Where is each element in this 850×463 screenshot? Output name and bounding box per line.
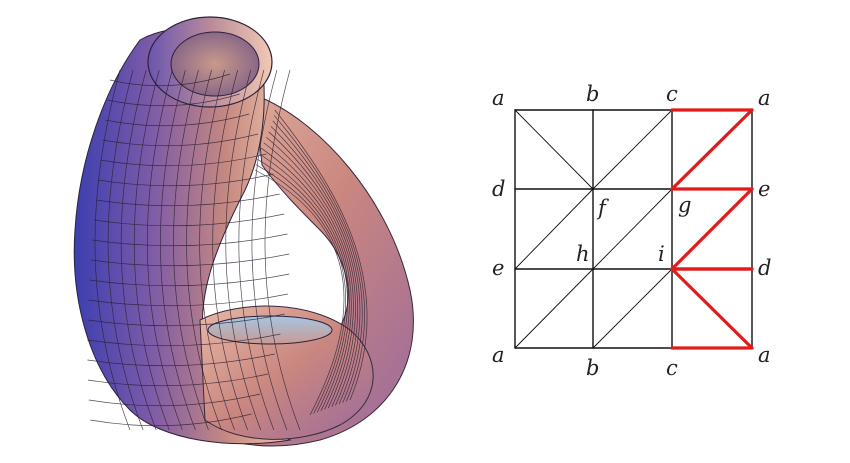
mesh-line (238, 69, 275, 431)
mesh-line (268, 131, 358, 406)
mesh-line (120, 69, 157, 431)
label-bottom-c: c (666, 356, 678, 380)
label-top-c: c (666, 82, 678, 106)
mesh-line (89, 273, 290, 287)
mesh-line (273, 115, 365, 402)
mesh-line (160, 69, 196, 431)
label-mid-f: f (596, 196, 609, 220)
diagonal-line (592, 109, 673, 190)
label-mid-right-e: e (758, 177, 770, 201)
diagonal-line (514, 109, 594, 190)
label-low-right-d: d (758, 256, 771, 280)
mesh-line (251, 69, 288, 431)
diagonal-lines (514, 109, 673, 349)
label-mid-g: g (678, 193, 691, 217)
mesh-line (212, 69, 249, 431)
mesh-line (87, 313, 285, 327)
highlight-segment (670, 187, 754, 271)
mesh-line (133, 69, 170, 431)
mesh-line (88, 293, 288, 307)
label-bottom-right: a (758, 343, 771, 367)
mesh-line (256, 158, 348, 413)
highlight-segment (670, 108, 754, 191)
mesh-line (98, 173, 274, 187)
mesh-line (107, 69, 144, 431)
mesh-line (88, 393, 261, 407)
mesh-line (264, 69, 301, 431)
mesh-line (94, 69, 131, 431)
label-low-i: i (658, 242, 665, 266)
mesh-line (173, 69, 209, 431)
label-mid-left-d: d (492, 177, 505, 201)
mesh-line (266, 137, 356, 407)
mesh-line (107, 93, 240, 107)
mesh-line (90, 413, 252, 427)
mesh-line (274, 109, 368, 401)
mesh-line (87, 373, 268, 387)
mesh-line (255, 164, 346, 414)
label-low-left-e: e (492, 256, 504, 280)
mesh-line (109, 73, 231, 87)
mesh-line (225, 69, 262, 431)
mesh-line (146, 69, 183, 431)
klein-top-hole (170, 31, 260, 97)
label-bottom-b: b (586, 356, 599, 380)
label-top-b: b (586, 82, 599, 106)
highlight-path (670, 108, 754, 350)
diagonal-line (514, 268, 594, 349)
mesh-line (272, 120, 363, 403)
klein-bottle-image (73, 16, 414, 447)
mesh-line (87, 353, 275, 367)
mesh-line (270, 126, 361, 405)
mesh-line (254, 169, 345, 416)
mesh-line (92, 233, 288, 247)
diagonal-line (592, 268, 673, 349)
mesh-line (102, 133, 259, 147)
mesh-line (100, 153, 267, 167)
mesh-line (261, 147, 352, 410)
mesh-line (263, 142, 354, 409)
mesh-line (186, 69, 222, 431)
mesh-line (258, 153, 350, 412)
label-low-h: h (576, 242, 590, 266)
mesh-line (105, 113, 250, 127)
diagonal-line (514, 188, 594, 270)
highlight-segment (670, 267, 754, 350)
label-top-right: a (758, 86, 771, 110)
diagonal-line (592, 188, 673, 270)
mesh-line (93, 213, 285, 227)
mesh-line (199, 69, 235, 431)
label-bottom-left: a (492, 343, 505, 367)
label-top-left: a (492, 86, 505, 110)
